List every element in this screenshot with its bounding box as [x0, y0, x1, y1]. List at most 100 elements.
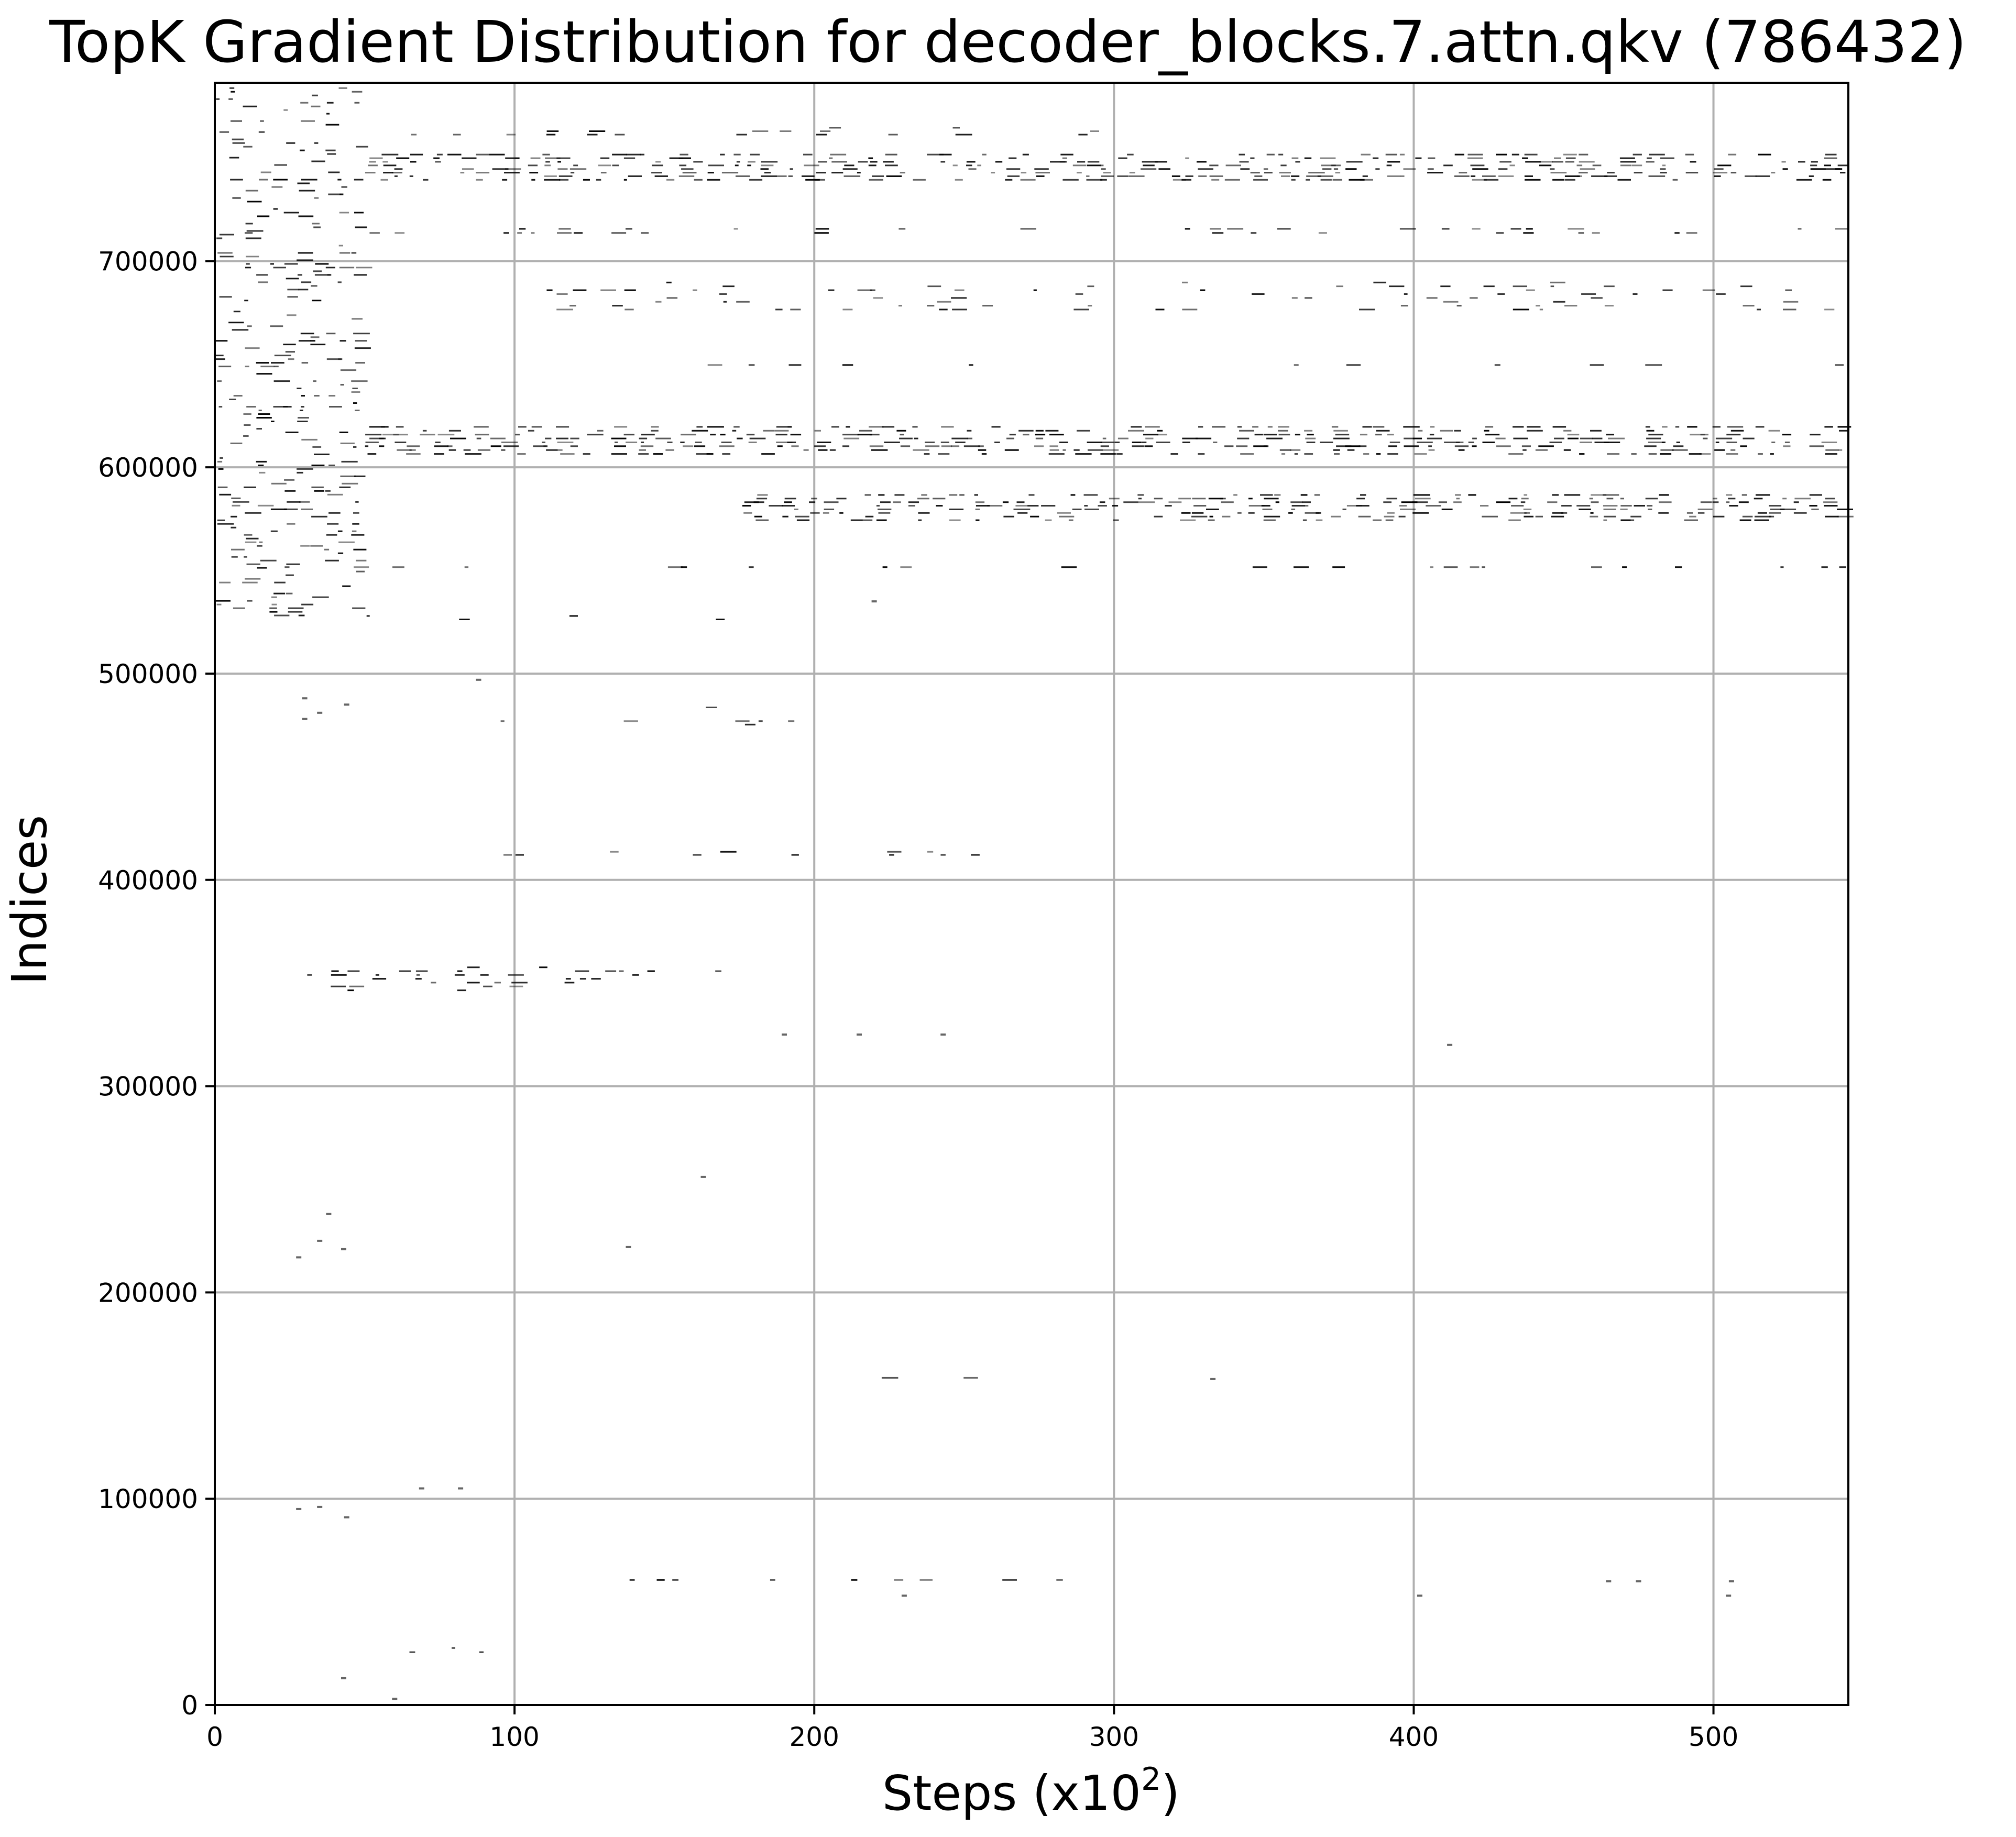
gradient-mark: [1510, 512, 1527, 514]
gradient-mark: [340, 442, 355, 444]
gradient-mark: [216, 98, 220, 100]
gradient-mark: [815, 228, 829, 230]
gradient-mark: [1603, 505, 1618, 507]
gradient-mark: [1826, 168, 1840, 170]
gradient-mark: [410, 161, 417, 163]
gradient-mark: [1254, 434, 1263, 436]
gradient-mark: [1648, 434, 1663, 436]
gradient-mark: [228, 98, 233, 100]
gradient-mark: [1713, 498, 1717, 500]
gradient-mark: [1811, 508, 1819, 510]
gradient-mark: [1590, 430, 1602, 432]
gradient-mark: [1565, 157, 1576, 159]
gradient-mark: [1182, 309, 1198, 311]
gradient-mark: [1579, 172, 1588, 174]
gradient-mark: [219, 493, 232, 496]
gradient-mark: [736, 134, 747, 136]
gradient-mark: [1441, 508, 1453, 510]
gradient-mark: [270, 263, 274, 265]
gradient-mark: [1443, 566, 1458, 568]
gradient-mark: [216, 603, 222, 606]
gradient-mark: [1591, 297, 1603, 299]
gradient-mark: [341, 460, 358, 463]
gradient-mark: [1320, 157, 1336, 159]
gradient-mark: [543, 445, 548, 447]
gradient-mark: [365, 172, 376, 174]
gradient-mark: [1098, 505, 1107, 507]
gradient-mark: [231, 526, 237, 529]
gradient-mark: [782, 515, 788, 518]
gradient-mark: [1824, 309, 1835, 311]
gradient-mark: [247, 201, 262, 203]
gradient-mark: [1009, 434, 1016, 436]
gradient-mark: [231, 91, 235, 93]
gradient-mark: [1810, 168, 1826, 170]
gradient-mark: [884, 442, 900, 443]
gradient-mark: [435, 161, 441, 163]
gradient-mark: [273, 406, 288, 408]
gradient-mark: [218, 366, 232, 368]
gradient-mark: [352, 318, 363, 320]
gradient-mark: [1062, 179, 1079, 181]
gradient-mark: [1838, 449, 1843, 451]
gradient-band: [707, 364, 1844, 366]
gradient-mark: [546, 449, 558, 451]
gradient-mark: [1455, 494, 1461, 496]
gradient-mark: [1538, 445, 1554, 447]
gradient-mark: [1454, 430, 1461, 432]
gradient-mark: [683, 445, 694, 447]
gradient-mark: [896, 430, 906, 432]
gradient-mark: [243, 413, 251, 415]
gradient-point: [857, 1033, 862, 1036]
gradient-mark: [457, 970, 463, 972]
gradient-mark: [339, 486, 351, 488]
gradient-mark: [1050, 161, 1067, 163]
gradient-mark: [1224, 179, 1240, 181]
gradient-mark: [1196, 437, 1212, 439]
gradient-mark: [1607, 453, 1620, 455]
gradient-mark: [1604, 285, 1615, 288]
gradient-mark: [243, 435, 249, 437]
gradient-mark: [218, 468, 224, 470]
gradient-mark: [340, 369, 357, 371]
gradient-mark: [707, 426, 724, 428]
gradient-mark: [952, 164, 958, 167]
gradient-mark: [784, 498, 796, 500]
gradient-mark: [1646, 430, 1655, 432]
gradient-mark: [1264, 515, 1280, 518]
gradient-mark: [325, 490, 331, 492]
gradient-mark: [655, 437, 671, 439]
gradient-mark: [894, 494, 905, 496]
gradient-mark: [1783, 309, 1796, 311]
gradient-mark: [434, 453, 444, 455]
gradient-mark: [476, 179, 483, 181]
gradient-mark: [1757, 309, 1761, 311]
gradient-mark: [450, 437, 466, 439]
gradient-mark: [1577, 175, 1582, 177]
gradient-mark: [368, 164, 378, 167]
gradient-mark: [719, 445, 735, 447]
gradient-mark: [1482, 515, 1498, 518]
gradient-mark: [857, 434, 872, 436]
gradient-mark: [1430, 566, 1433, 568]
gradient-mark: [244, 534, 253, 536]
gradient-mark: [463, 449, 471, 451]
gradient-mark: [571, 172, 575, 174]
y-tick-label: 700000: [98, 246, 198, 277]
gradient-mark: [1117, 437, 1128, 439]
gradient-mark: [1604, 515, 1616, 518]
gradient-mark: [1399, 505, 1407, 507]
gradient-mark: [490, 445, 501, 447]
gradient-mark: [1182, 437, 1198, 439]
gradient-mark: [1356, 505, 1369, 507]
gradient-mark: [558, 175, 573, 177]
gradient-mark: [1524, 494, 1528, 496]
gradient-mark: [1430, 426, 1435, 428]
gradient-mark: [1165, 505, 1172, 507]
gradient-mark: [1839, 566, 1846, 568]
gradient-mark: [1496, 501, 1511, 503]
gradient-mark: [1511, 153, 1519, 156]
gradient-mark: [380, 179, 388, 181]
gradient-mark: [420, 434, 435, 436]
gradient-mark: [693, 854, 702, 856]
